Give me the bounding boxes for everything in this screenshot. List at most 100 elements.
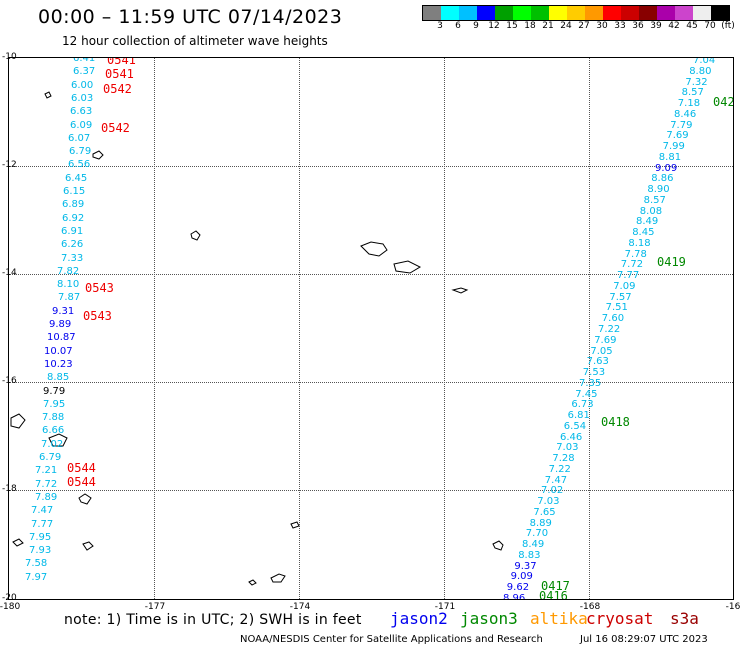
wave-height-value: 6.37 — [73, 66, 96, 78]
longitude-label: -168 — [579, 602, 601, 612]
wave-height-value: 7.09 — [613, 280, 636, 292]
scale-label: 21 — [542, 21, 554, 31]
wave-height-value: 6.89 — [62, 199, 85, 211]
wave-height-value: 7.57 — [609, 291, 632, 303]
wave-height-value: 8.49 — [522, 539, 545, 551]
scale-swatch — [423, 6, 441, 20]
wave-height-value: 7.77 — [31, 518, 54, 530]
wave-height-value: 10.87 — [47, 332, 76, 344]
latitude-label: -12 — [2, 160, 17, 170]
wave-height-value: 7.70 — [525, 528, 549, 540]
scale-label: 9 — [473, 21, 479, 31]
wave-height-value: 7.32 — [685, 76, 708, 88]
latitude-gridline — [9, 490, 733, 491]
wave-height-value: 7.95 — [29, 531, 52, 543]
scale-swatch — [531, 6, 549, 20]
pass-time-label: 0419 — [657, 255, 686, 269]
wave-height-value: 8.18 — [628, 237, 651, 249]
wave-height-value: 8.45 — [632, 227, 655, 239]
wave-height-value: 7.60 — [601, 313, 625, 325]
credit-text: NOAA/NESDIS Center for Satellite Applica… — [240, 634, 543, 645]
wave-height-value: 7.72 — [35, 478, 58, 490]
map-canvas[interactable]: 6.41 6.37 6.00 6.03 6.63 6.09 6.07 6.79 6.56 6.45… — [8, 57, 734, 600]
wave-height-value: 6.63 — [70, 106, 93, 118]
wave-height-value: 8.49 — [636, 216, 659, 228]
wave-height-value: 6.45 — [65, 172, 88, 184]
latitude-label: -10 — [2, 52, 17, 62]
wave-height-value: 7.47 — [31, 505, 54, 517]
wave-height-value: 8.85 — [47, 372, 70, 384]
wave-height-value: 8.96 — [503, 593, 526, 600]
scale-swatch — [621, 6, 639, 20]
scale-swatch — [495, 6, 513, 20]
wave-height-value: 7.02 — [541, 485, 564, 497]
longitude-gridline — [299, 58, 300, 599]
scale-label: 45 — [686, 21, 698, 31]
wave-height-value: 6.66 — [42, 425, 65, 437]
scale-swatch — [477, 6, 495, 20]
wave-height-value: 7.89 — [35, 491, 58, 503]
wave-height-value: 7.93 — [29, 545, 52, 557]
scale-swatch — [567, 6, 585, 20]
wave-height-value: 8.08 — [639, 205, 663, 217]
wave-height-value: 7.02 — [41, 438, 64, 450]
wave-height-value: 7.79 — [670, 119, 693, 131]
pass-time-label: 0542 — [101, 121, 130, 135]
wave-height-value: 9.09 — [655, 162, 678, 174]
wave-height-value: 9.62 — [506, 582, 530, 594]
wave-height-value: 7.65 — [533, 506, 556, 518]
scale-label: 30 — [596, 21, 608, 31]
latitude-label: -20 — [2, 593, 17, 603]
scale-swatch — [459, 6, 477, 20]
longitude-label: -16 — [725, 602, 740, 612]
page-title: 00:00 – 11:59 UTC 07/14/2023 — [38, 6, 343, 28]
scale-swatch — [585, 6, 603, 20]
wave-height-value: 9.89 — [49, 319, 72, 330]
scale-label: 6 — [455, 21, 461, 31]
pass-time-label: 0541 — [107, 57, 136, 67]
wave-height-value: 7.72 — [620, 259, 644, 271]
wave-height-value: 7.04 — [693, 57, 716, 66]
wave-height-value: 7.95 — [43, 398, 66, 410]
wave-height-value: 7.97 — [25, 571, 48, 583]
wave-height-value: 7.51 — [605, 302, 628, 314]
wave-height-value: 6.81 — [567, 410, 590, 422]
wave-height-value: 6.91 — [61, 225, 84, 237]
wave-height-value: 9.79 — [43, 385, 66, 397]
pass-time-label: 0418 — [601, 415, 630, 429]
longitude-gridline — [589, 58, 590, 599]
wave-height-value: 6.26 — [61, 239, 84, 251]
scale-label: 27 — [578, 21, 590, 31]
wave-height-value: 6.54 — [563, 420, 587, 432]
pass-time-label: 0544 — [67, 475, 96, 489]
pass-time-label: 0543 — [83, 309, 112, 323]
generated-timestamp: Jul 16 08:29:07 UTC 2023 — [580, 634, 708, 645]
scale-swatch — [513, 6, 531, 20]
wave-height-value: 7.05 — [590, 345, 613, 357]
wave-height-value: 6.09 — [70, 119, 93, 131]
scale-label: 42 — [668, 21, 680, 31]
scale-swatch — [675, 6, 693, 20]
legend-altika: altika — [530, 609, 588, 628]
scale-swatch — [549, 6, 567, 20]
wave-height-value: 7.28 — [552, 453, 575, 465]
scale-label: 70 — [704, 21, 716, 31]
legend-jason2: jason2 — [390, 609, 448, 628]
wave-height-value: 8.10 — [57, 279, 80, 291]
wave-height-value: 6.41 — [73, 57, 96, 64]
wave-height-value: 6.07 — [68, 132, 91, 144]
wave-height-value: 10.23 — [44, 358, 73, 370]
longitude-gridline — [444, 58, 445, 599]
wave-height-value: 7.99 — [662, 141, 685, 153]
wave-height-value: 7.22 — [598, 324, 621, 335]
wave-height-value: 7.69 — [594, 334, 617, 346]
wave-height-value: 8.83 — [518, 549, 541, 561]
latitude-gridline — [9, 274, 733, 275]
wave-height-value: 7.53 — [582, 367, 606, 379]
wave-height-value: 8.90 — [647, 184, 670, 196]
latitude-gridline — [9, 382, 733, 383]
wave-height-value: 8.80 — [689, 65, 712, 77]
pass-time-label: 0542 — [103, 82, 132, 96]
scale-label: 15 — [506, 21, 518, 31]
